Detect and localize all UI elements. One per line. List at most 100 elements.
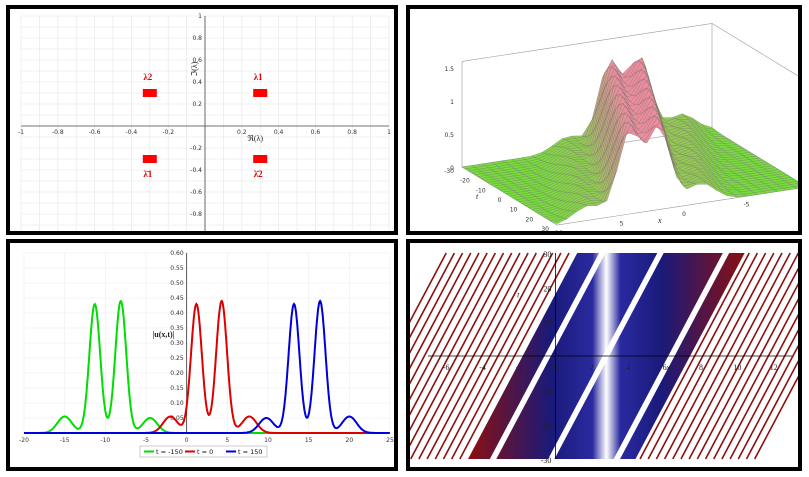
y-tick-label: 20	[543, 284, 551, 293]
y-tick-label: -0.2	[190, 145, 202, 152]
x-axis-title: x	[665, 363, 670, 372]
x-tick-label: -0.4	[126, 129, 138, 136]
x-tick-label: 10	[733, 363, 741, 372]
y-tick-label: 0.8	[192, 35, 202, 42]
x-tick-label: 0	[185, 437, 189, 444]
contour-line	[410, 252, 464, 354]
t-tick-label: -10	[476, 187, 486, 194]
y-tick-label: -30	[541, 456, 552, 465]
x-tick-label: 10	[264, 437, 272, 444]
x-tick-label: -0.8	[52, 129, 64, 136]
surface-patch	[787, 181, 798, 185]
x-tick-label: -10	[100, 437, 110, 444]
x-tick-label: -5	[744, 202, 750, 209]
y-tick-label: -20	[541, 422, 552, 431]
contour-line	[410, 252, 456, 339]
eigenvalue-marker	[253, 89, 268, 97]
x-tick-label: -20	[19, 437, 29, 444]
legend-entry: t = -150	[156, 448, 183, 456]
x-tick-label: 8	[699, 363, 703, 372]
y-axis-title: ℑ(λ)	[190, 61, 199, 76]
y-tick-label: 0.30	[170, 340, 184, 347]
contour-line	[745, 360, 798, 460]
y-tick-label: 0.35	[170, 325, 184, 332]
t-tick-label: 0	[498, 197, 502, 204]
eigenvalue-marker	[142, 155, 157, 163]
surface-patch	[793, 185, 798, 189]
x-tick-label: 0	[553, 363, 557, 372]
y-tick-label: 0.4	[192, 79, 202, 86]
eigenvalue-marker	[142, 89, 157, 97]
x-tick-label: 15	[305, 437, 313, 444]
y-tick-label: 30	[543, 250, 551, 259]
y-tick-label: 0.20	[170, 370, 184, 377]
x-tick-label: 1	[387, 129, 391, 136]
surface-patch	[790, 183, 798, 187]
x-tick-label: 10	[555, 230, 563, 231]
surface-plot: 0 0.5 1 1.5 -30 -20 -10 0 10 20 30 10 5 0 -5 t x	[444, 23, 798, 231]
y-tick-label: 0.15	[170, 385, 184, 392]
x-tick-label: -5	[143, 437, 149, 444]
surface-plot-panel: 0 0.5 1 1.5 -30 -20 -10 0 10 20 30 10 5 0 -5 t x	[406, 5, 802, 235]
t-axis-title: t	[517, 291, 520, 300]
y-tick-label: -0.6	[190, 189, 202, 196]
contour-line	[410, 252, 472, 370]
y-tick-label: -10	[541, 387, 552, 396]
eigenvalue-plot-panel: -1 -0.8 -0.6 -0.4 -0.2 0.2 0.4 0.6 0.8 1 1 0.8 0.6 0.…	[6, 5, 398, 235]
density-plot-panel: -6 -4 -2 0 2 4 6 8 10 12 30 20 10 -10 -20 -30 x t	[406, 239, 802, 471]
profile-line-plot-panel: -20 -15 -10 -5 0 5 10 15 20 25 0.05 0.10 0.15 0.20 0.2…	[6, 239, 398, 471]
series-line	[24, 299, 390, 434]
eigenvalue-label: λ̄2	[254, 169, 263, 179]
y-tick-label: 0.45	[170, 295, 184, 302]
eigenvalue-label: λ1	[254, 72, 263, 82]
y-tick-label: -0.8	[190, 211, 202, 218]
x-axis-title: ℜ(λ)	[247, 134, 263, 143]
t-tick-label: -20	[460, 178, 470, 185]
x-tick-label: 5	[620, 221, 624, 228]
x-tick-label: -15	[60, 437, 70, 444]
x-tick-label: -0.2	[162, 129, 174, 136]
y-tick-label: 0.55	[170, 265, 184, 272]
x-axis-title: x	[657, 216, 662, 225]
y-tick-label: 0.6	[192, 57, 202, 64]
surface-box-top	[461, 23, 798, 77]
z-tick-label: 0	[450, 165, 454, 172]
t-tick-label: 20	[526, 216, 534, 223]
z-tick-label: 1	[450, 99, 454, 106]
legend-entry: t = 0	[197, 448, 213, 456]
y-tick-label: 0.60	[170, 250, 184, 257]
y-tick-label: 0.50	[170, 280, 184, 287]
x-tick-label: -0.6	[89, 129, 101, 136]
y-tick-label: -0.4	[190, 167, 202, 174]
series-line	[24, 299, 390, 434]
x-tick-label: -4	[479, 363, 486, 372]
x-tick-label: 0.6	[311, 129, 321, 136]
y-tick-label: 0.10	[170, 400, 184, 407]
y-tick-label: 10	[543, 319, 551, 328]
x-tick-label: 0.2	[237, 129, 247, 136]
x-tick-label: 25	[386, 437, 394, 444]
x-tick-label: 0	[682, 211, 686, 218]
contour-line	[753, 375, 798, 460]
contour-line	[737, 344, 798, 460]
eigenvalue-plot: -1 -0.8 -0.6 -0.4 -0.2 0.2 0.4 0.6 0.8 1 1 0.8 0.6 0.…	[18, 13, 391, 231]
eigenvalue-marker	[253, 155, 268, 163]
x-tick-label: -2	[516, 363, 523, 372]
y-tick-label: 0.40	[170, 310, 184, 317]
x-tick-label: 12	[770, 363, 778, 372]
x-tick-label: 6	[663, 363, 667, 372]
series-line	[24, 299, 390, 434]
contour-line	[410, 252, 447, 323]
legend-entry: t = 150	[238, 448, 263, 456]
z-tick-label: 0.5	[444, 132, 454, 139]
y-tick-label: 1	[198, 13, 202, 20]
x-tick-label: 20	[346, 437, 354, 444]
eigenvalue-label: λ2	[143, 72, 152, 82]
contour-line	[410, 252, 480, 385]
y-tick-label: 0.05	[170, 415, 184, 422]
x-tick-label: 0.8	[347, 129, 357, 136]
x-tick-label: -1	[18, 129, 24, 136]
y-tick-label: 0.2	[192, 101, 202, 108]
z-tick-label: 1.5	[444, 66, 454, 73]
